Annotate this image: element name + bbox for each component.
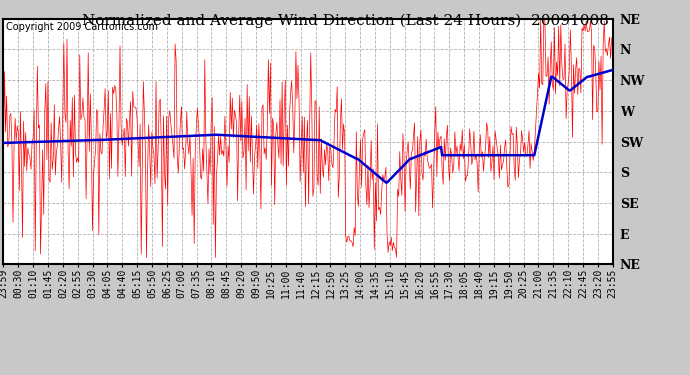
Text: Normalized and Average Wind Direction (Last 24 Hours)  20091008: Normalized and Average Wind Direction (L… <box>81 13 609 27</box>
Text: Copyright 2009 Cartronics.com: Copyright 2009 Cartronics.com <box>6 22 159 32</box>
